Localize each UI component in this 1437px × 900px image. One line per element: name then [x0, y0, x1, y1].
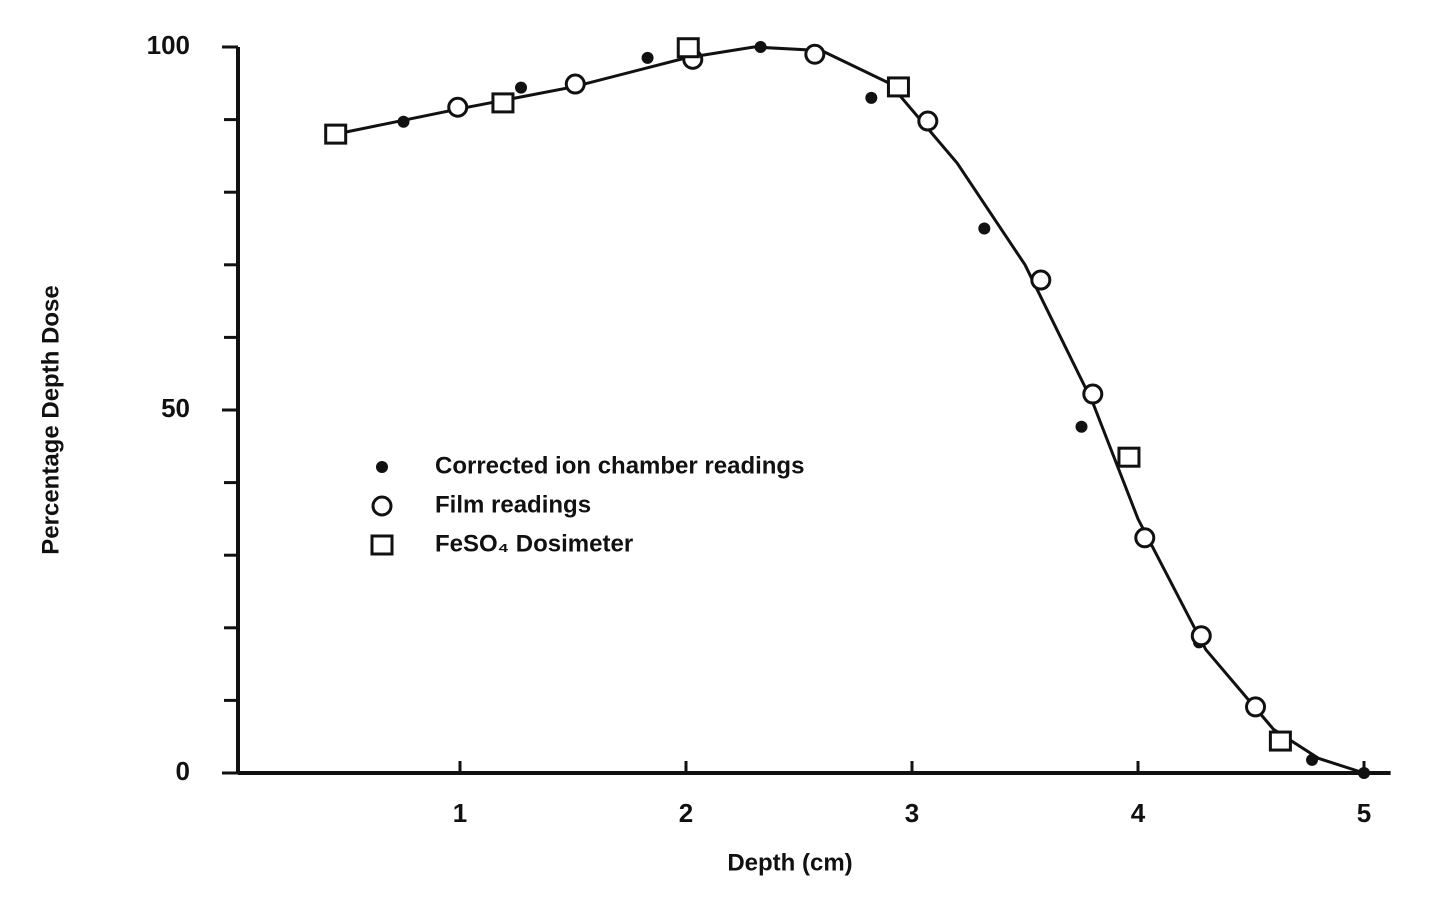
data-point	[641, 51, 654, 64]
x-tick-label: 5	[1357, 798, 1371, 828]
data-point	[1134, 527, 1156, 549]
x-tick-label: 2	[679, 798, 693, 828]
data-point	[564, 73, 586, 95]
legend-marker	[371, 495, 393, 517]
data-point	[917, 110, 939, 132]
data-point	[754, 41, 767, 53]
legend-label: Corrected ion chamber readings	[435, 452, 804, 479]
data-point	[491, 92, 515, 114]
data-point	[324, 123, 348, 145]
fit-curve	[335, 45, 1365, 775]
data-point	[515, 81, 528, 94]
y-axis-title: Percentage Depth Dose	[37, 285, 64, 554]
y-tick-label: 0	[176, 756, 190, 786]
y-tick-label: 50	[161, 393, 190, 423]
legend-marker	[370, 534, 394, 556]
y-tick-label: 100	[147, 30, 190, 60]
data-point	[1190, 625, 1212, 647]
data-point	[1030, 269, 1052, 291]
x-tick-label: 1	[453, 798, 467, 828]
data-point	[447, 96, 469, 118]
data-point	[886, 76, 910, 98]
data-point	[676, 37, 700, 59]
data-point	[865, 91, 878, 104]
data-point	[1082, 383, 1104, 405]
legend-label: FeSO₄ Dosimeter	[435, 530, 633, 557]
x-tick-label: 3	[905, 798, 919, 828]
data-point	[1245, 696, 1267, 718]
data-point	[1268, 730, 1292, 752]
data-point	[978, 222, 991, 235]
data-point	[397, 115, 410, 128]
x-tick-label: 4	[1131, 798, 1146, 828]
data-point	[1358, 767, 1370, 779]
data-point	[1117, 446, 1141, 468]
x-axis-title: Depth (cm)	[727, 849, 852, 876]
data-point	[1075, 420, 1088, 433]
data-point	[1306, 753, 1319, 766]
legend-label: Film readings	[435, 491, 591, 518]
data-point	[804, 43, 826, 65]
legend-marker	[376, 461, 388, 473]
